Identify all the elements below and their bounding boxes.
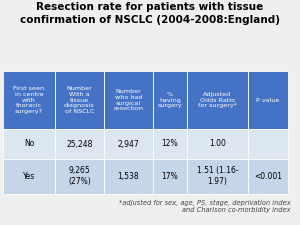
Text: 1.51 (1.16-
1.97): 1.51 (1.16- 1.97) <box>197 166 238 186</box>
Bar <box>187 159 248 194</box>
Text: *adjusted for sex, age, PS, stage, deprivation index
and Charlson co-morbidity i: *adjusted for sex, age, PS, stage, depri… <box>119 200 291 214</box>
Text: 12%: 12% <box>162 140 178 148</box>
Text: 9,265
(27%): 9,265 (27%) <box>68 166 91 186</box>
Text: No: No <box>24 140 34 148</box>
Bar <box>153 129 187 159</box>
Bar <box>3 129 55 159</box>
Text: P value: P value <box>256 98 280 103</box>
Bar <box>248 129 288 159</box>
Bar <box>153 159 187 194</box>
Bar <box>55 159 104 194</box>
Bar <box>187 129 248 159</box>
Text: Number
With a
tissue
diagnosis
of NSCLC: Number With a tissue diagnosis of NSCLC <box>64 86 95 114</box>
Text: Adjusted
Odds Ratio
for surgery*: Adjusted Odds Ratio for surgery* <box>198 92 237 108</box>
Text: 1.00: 1.00 <box>209 140 226 148</box>
Text: 25,248: 25,248 <box>66 140 93 148</box>
Bar <box>55 71 104 129</box>
Bar <box>248 159 288 194</box>
Text: Resection rate for patients with tissue
confirmation of NSCLC (2004-2008:England: Resection rate for patients with tissue … <box>20 2 280 25</box>
Text: Yes: Yes <box>23 171 35 180</box>
Text: 17%: 17% <box>162 171 178 180</box>
Bar <box>248 71 288 129</box>
Bar <box>104 159 153 194</box>
Text: <0.001: <0.001 <box>254 171 282 180</box>
Text: %
having
surgery: % having surgery <box>158 92 182 108</box>
Bar <box>153 71 187 129</box>
Bar <box>3 71 55 129</box>
Text: 1,538: 1,538 <box>118 171 139 180</box>
Bar <box>187 71 248 129</box>
Bar <box>3 159 55 194</box>
Bar <box>104 71 153 129</box>
Text: First seen
in centre
with
thoracic
surgery?: First seen in centre with thoracic surge… <box>14 86 44 114</box>
Bar <box>55 129 104 159</box>
Text: Number
who had
surgical
resection: Number who had surgical resection <box>113 89 143 111</box>
Bar <box>104 129 153 159</box>
Text: 2,947: 2,947 <box>118 140 139 148</box>
